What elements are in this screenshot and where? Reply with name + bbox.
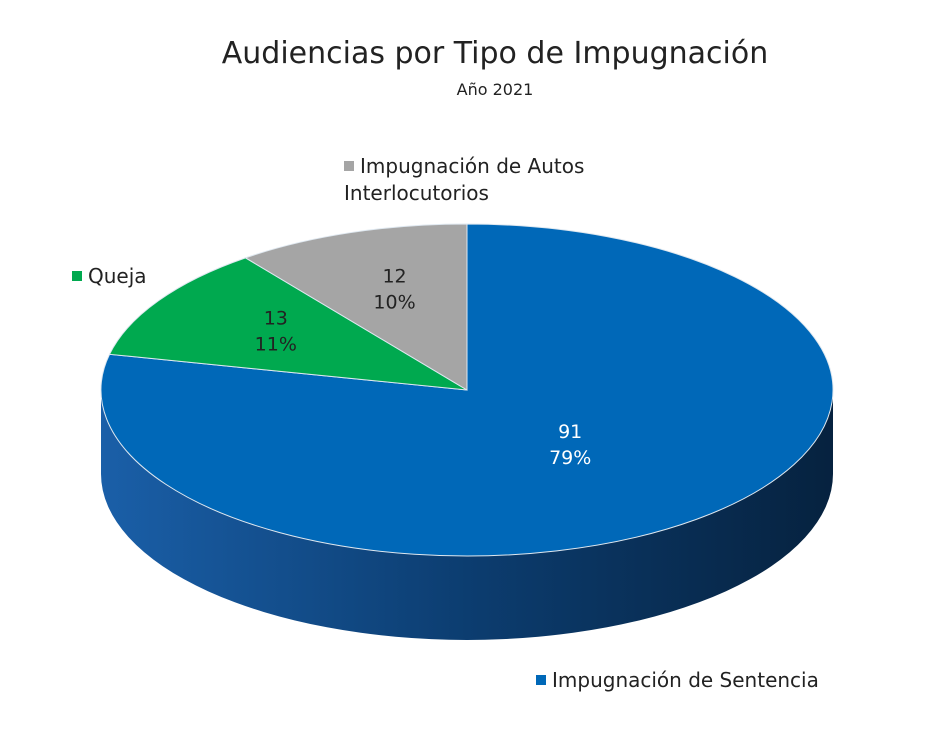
pie-slice-0 [100, 223, 834, 557]
pie-slice-1 [108, 257, 468, 391]
data-label-value: 91 [558, 421, 582, 443]
chart-title: Audiencias por Tipo de Impugnación [221, 36, 769, 71]
pie-side [101, 390, 833, 640]
legend-label: Impugnación de Sentencia [552, 668, 819, 692]
legend-item-sentencia: Impugnación de Sentencia [536, 667, 819, 694]
legend-item-queja: Queja [72, 263, 147, 290]
legend-label: Queja [88, 264, 147, 288]
data-label-percent: 11% [255, 334, 297, 356]
legend-item-autos: Impugnación de Autos Interlocutorios [344, 153, 644, 207]
data-label-percent: 79% [549, 447, 591, 469]
data-label-value: 13 [264, 308, 288, 330]
chart-subtitle: Año 2021 [456, 80, 534, 99]
legend-label: Impugnación de Autos Interlocutorios [344, 154, 585, 205]
pie-slice-2 [244, 223, 468, 391]
data-label-percent: 10% [373, 291, 415, 313]
legend-swatch [344, 161, 354, 171]
legend-swatch [72, 271, 82, 281]
data-label-value: 12 [382, 265, 406, 287]
legend-swatch [536, 675, 546, 685]
